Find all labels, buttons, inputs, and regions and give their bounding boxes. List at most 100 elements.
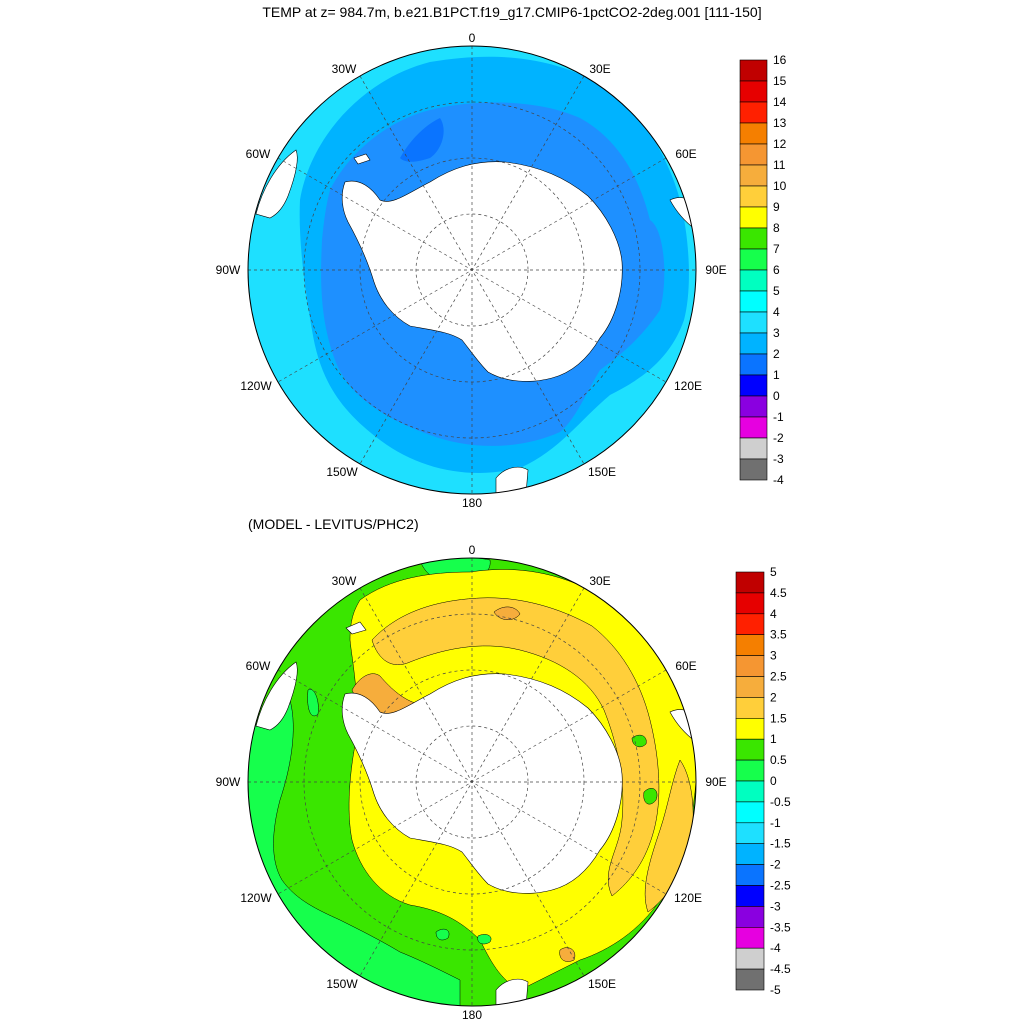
bottom-field-green-blob-w [307, 689, 319, 717]
bottom-colorbar-box-7 [735, 717, 765, 740]
bottom-colorbar-box-15 [735, 885, 765, 907]
bottom-colorbar-label-5: 2.5 [770, 670, 787, 684]
bottom-lon-label-180: 180 [462, 1008, 482, 1022]
bottom-colorbar-box-13 [735, 843, 765, 865]
bottom-colorbar-box-4 [735, 655, 765, 677]
top-colorbar-label-16: 0 [773, 389, 780, 403]
top-lon-label-60w: 60W [246, 147, 271, 161]
top-lon-label-90w: 90W [216, 263, 241, 277]
bottom-colorbar-label-17: -3.5 [770, 920, 791, 934]
bottom-colorbar-box-8 [735, 738, 765, 761]
top-colorbar-label-10: 6 [773, 263, 780, 277]
top-colorbar-box-17 [739, 416, 768, 439]
bottom-lon-label-60e: 60E [675, 659, 696, 673]
bottom-colorbar-box-17 [735, 926, 765, 949]
top-colorbar-label-15: 1 [773, 368, 780, 382]
bottom-field-2to2.5-north [493, 606, 521, 620]
bottom-colorbar-box-12 [735, 822, 765, 844]
bottom-lon-label-120e: 120E [674, 891, 702, 905]
top-colorbar-label-4: 12 [773, 137, 787, 151]
bottom-colorbar-label-9: 0.5 [770, 753, 787, 767]
top-colorbar-label-13: 3 [773, 326, 780, 340]
top-colorbar-box-16 [739, 395, 768, 418]
top-longitude-labels: 0 180 30E 30W 60E 60W 90E 90W 120E 120W … [216, 31, 727, 510]
top-colorbar-label-19: -3 [773, 452, 784, 466]
top-colorbar-label-5: 11 [773, 158, 786, 172]
top-island-south-georgia [353, 153, 371, 165]
bottom-colorbar-label-8: 1 [770, 732, 777, 746]
bottom-lon-label-90e: 90E [705, 775, 726, 789]
bottom-lon-label-150e: 150E [588, 977, 616, 991]
bottom-land-south-america [255, 661, 298, 731]
top-colorbar-box-7 [739, 206, 768, 229]
bottom-colorbar-label-2: 4 [770, 607, 777, 621]
top-lon-label-90e: 90E [705, 263, 726, 277]
top-colorbar-box-6 [739, 185, 768, 208]
top-colorbar-box-15 [739, 374, 768, 397]
bottom-colorbar-label-19: -4.5 [770, 962, 791, 976]
bottom-island-south-georgia [345, 621, 367, 635]
bottom-colorbar-box-9 [735, 759, 765, 782]
bottom-colorbar-box-3 [735, 634, 765, 656]
bottom-field-green-blob-east [643, 788, 658, 805]
top-colorbar-label-6: 10 [773, 179, 787, 193]
bottom-field-green-blob-sw2 [477, 934, 492, 945]
bottom-colorbar-label-16: -3 [770, 899, 781, 913]
top-colorbar-label-17: -1 [773, 410, 784, 424]
bottom-lon-label-90w: 90W [216, 775, 241, 789]
top-colorbar-box-14 [739, 353, 768, 376]
bottom-colorbar-box-0 [735, 571, 765, 594]
bottom-colorbar-box-11 [735, 801, 765, 824]
top-colorbar-box-0 [739, 59, 768, 82]
top-lon-label-120w: 120W [240, 379, 272, 393]
bottom-colorbar-label-6: 2 [770, 690, 777, 704]
bottom-field-1.5to2 [371, 597, 660, 897]
bottom-colorbar-box-18 [735, 947, 765, 970]
bottom-colorbar-label-0: 5 [770, 565, 777, 579]
bottom-colorbar-box-2 [735, 613, 765, 635]
top-colorbar-label-18: -2 [773, 431, 784, 445]
bottom-field-orange-blob-s [559, 947, 576, 962]
top-colorbar-label-12: 4 [773, 305, 780, 319]
bottom-colorbar-box-10 [735, 780, 765, 803]
bottom-field-green-blob-sw1 [435, 928, 450, 941]
bottom-colorbar-label-18: -4 [770, 941, 781, 955]
top-antarctica-landmass [341, 161, 623, 382]
top-map-border [247, 45, 697, 495]
top-colorbar-box-18 [739, 437, 768, 460]
top-colorbar-box-19 [739, 458, 768, 481]
bottom-longitude-labels: 0 180 30E 30W 60E 60W 90E 90W 120E 120W … [216, 543, 727, 1022]
top-colorbar-label-11: 5 [773, 284, 780, 298]
bottom-lon-label-30e: 30E [589, 574, 610, 588]
bottom-lon-label-120w: 120W [240, 891, 272, 905]
top-colorbar-label-9: 7 [773, 242, 780, 256]
bottom-colorbar-box-19 [735, 968, 765, 991]
top-lon-label-60e: 60E [675, 147, 696, 161]
top-colorbar-label-1: 15 [773, 74, 787, 88]
top-colorbar-label-0: 16 [773, 53, 787, 67]
bottom-lat-lon-grid [248, 558, 696, 1006]
bottom-colorbar-label-11: -0.5 [770, 795, 791, 809]
top-polar-map [247, 45, 697, 495]
bottom-colorbar-box-5 [735, 676, 765, 698]
top-colorbar-box-5 [739, 164, 768, 187]
top-colorbar-box-11 [739, 290, 768, 313]
top-colorbar-box-9 [739, 248, 768, 271]
top-colorbar-box-2 [739, 101, 768, 124]
top-lat-lon-grid [248, 46, 696, 494]
bottom-colorbar-label-13: -1.5 [770, 837, 791, 851]
bottom-colorbar-label-4: 3 [770, 649, 777, 663]
top-colorbar-label-8: 8 [773, 221, 780, 235]
bottom-colorbar-label-7: 1.5 [770, 711, 787, 725]
bottom-polar-map [247, 557, 697, 1007]
top-lon-label-180: 180 [462, 496, 482, 510]
bottom-colorbar-label-12: -1 [770, 816, 781, 830]
top-lon-label-150w: 150W [326, 465, 358, 479]
top-colorbar-box-3 [739, 122, 768, 145]
bottom-colorbar-label-20: -5 [770, 983, 781, 997]
top-lon-label-30e: 30E [589, 62, 610, 76]
top-lon-label-150e: 150E [588, 465, 616, 479]
top-colorbar-label-14: 2 [773, 347, 780, 361]
